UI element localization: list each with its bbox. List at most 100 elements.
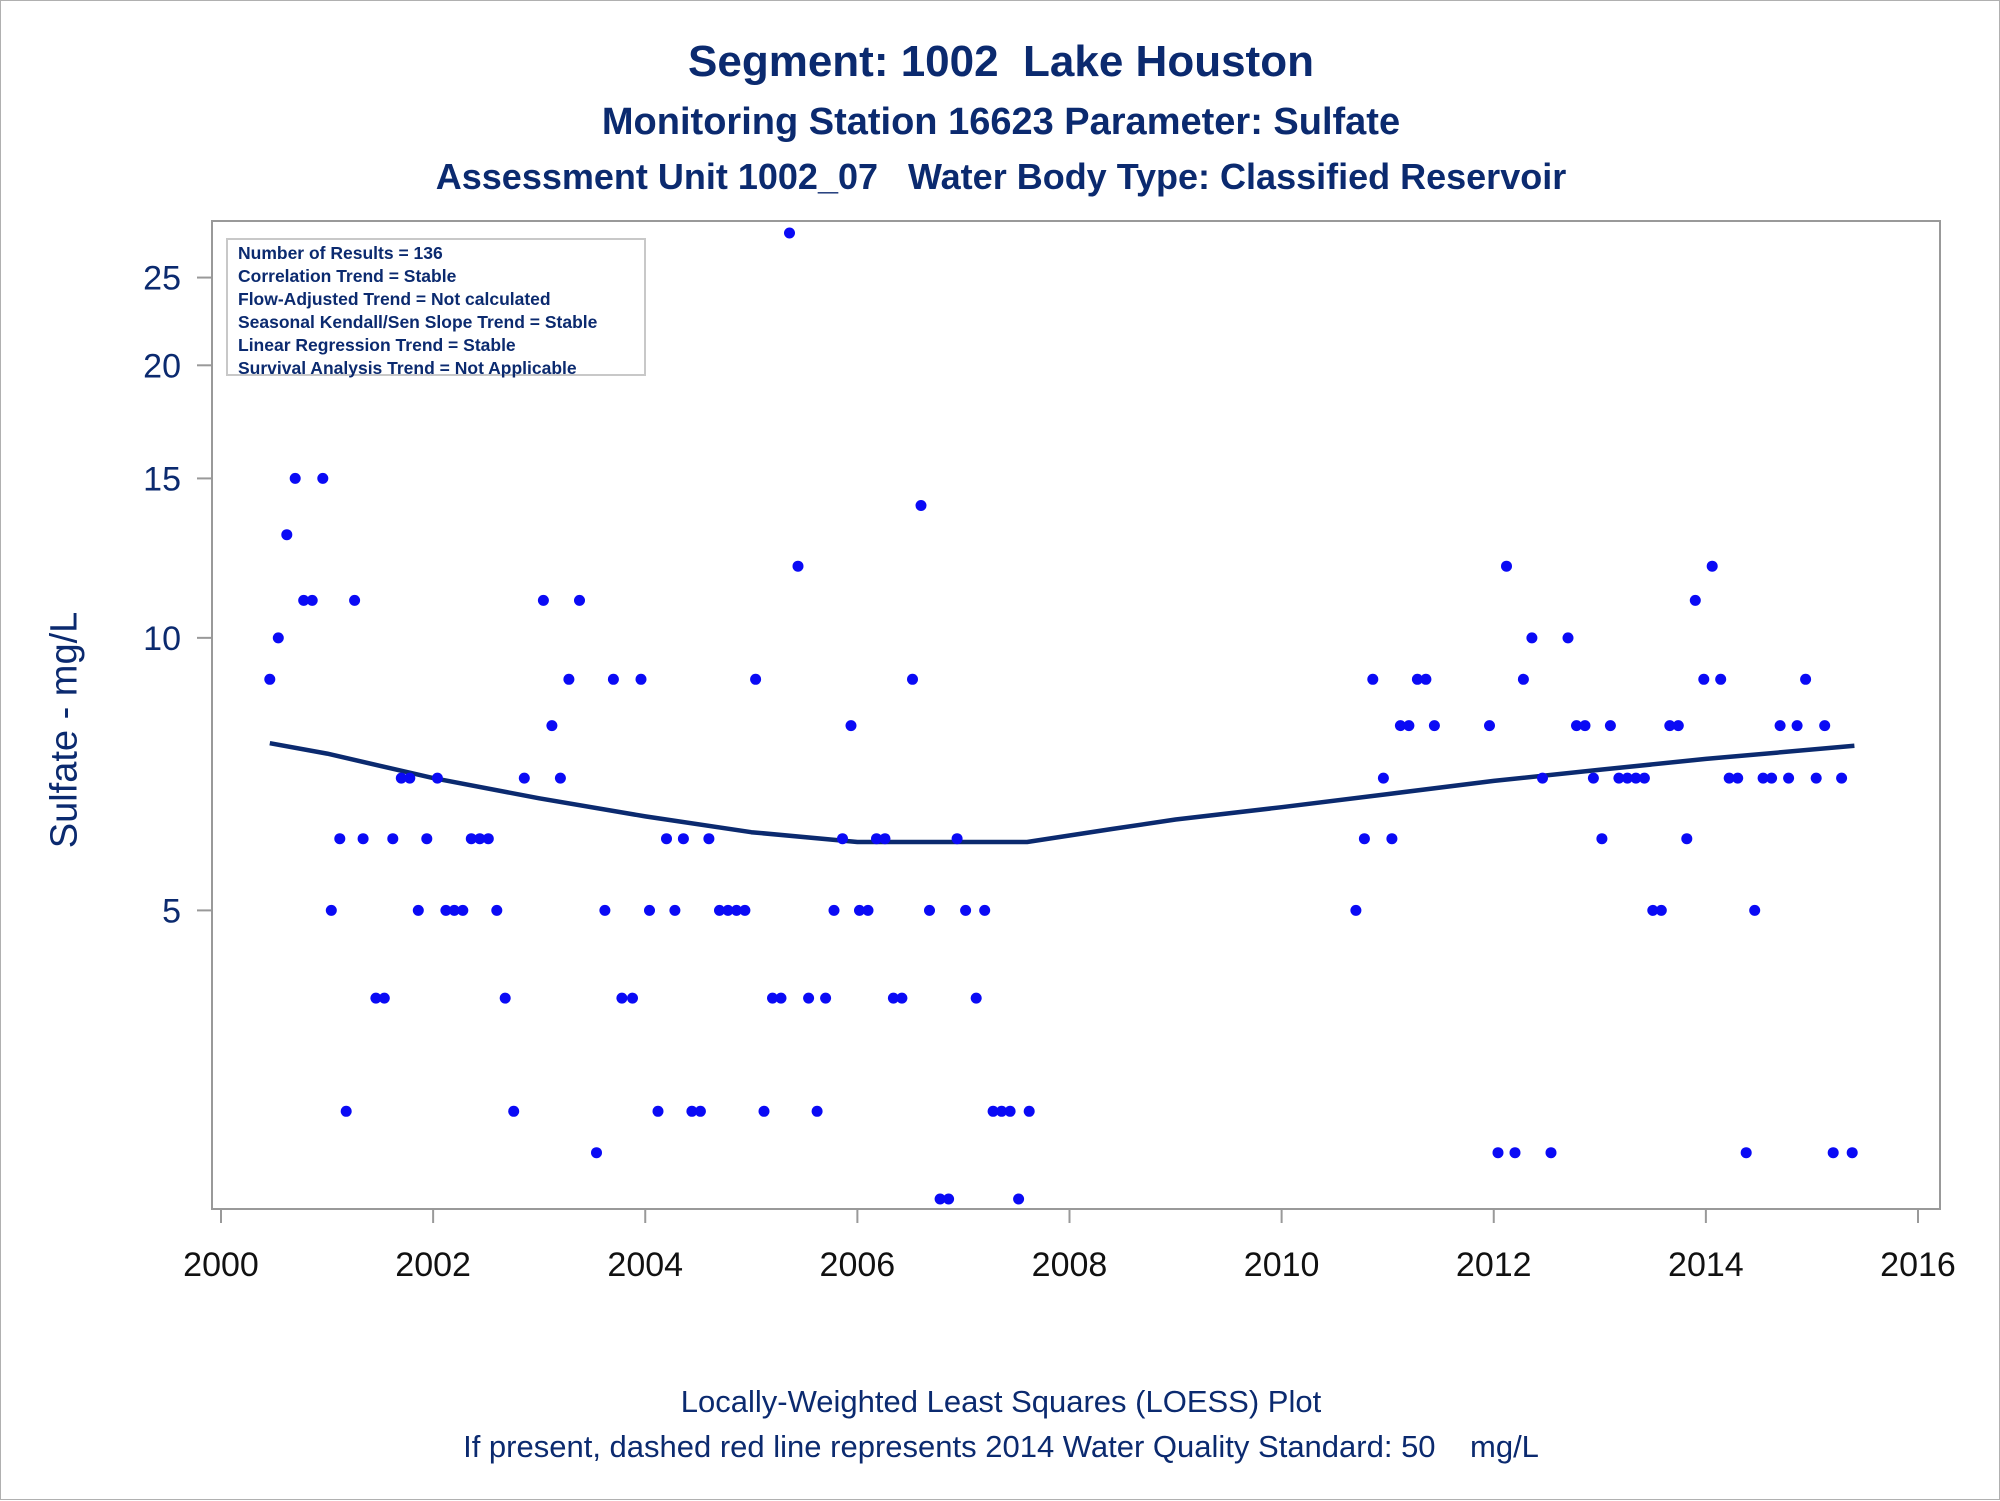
data-point	[915, 500, 927, 511]
y-tick-label: 15	[143, 460, 181, 498]
x-tick-label: 2012	[1456, 1246, 1532, 1284]
data-point	[820, 992, 832, 1004]
stats-line: Number of Results = 136	[238, 243, 443, 263]
data-point	[465, 833, 477, 845]
x-axis: 2000 2002 2004 2006 2008 2010 2012 2014 2016	[183, 1208, 1956, 1284]
data-point	[1509, 1147, 1521, 1159]
data-point	[1740, 1147, 1752, 1159]
data-point	[845, 720, 857, 732]
data-point	[934, 1193, 946, 1205]
data-point	[1706, 560, 1718, 572]
data-point	[574, 594, 585, 606]
x-tick-label: 2004	[607, 1246, 683, 1284]
data-point	[1350, 904, 1362, 916]
stats-line: Seasonal Kendall/Sen Slope Trend = Stabl…	[238, 312, 598, 332]
data-point	[1517, 673, 1529, 685]
data-point	[448, 904, 460, 916]
data-point	[1484, 720, 1495, 732]
data-point	[395, 772, 407, 784]
data-point	[599, 904, 611, 916]
data-point	[677, 833, 689, 845]
data-point	[750, 673, 762, 685]
data-point	[1545, 1147, 1557, 1159]
data-point	[546, 720, 558, 732]
stats-line: Survival Analysis Trend = Not Applicable	[238, 358, 577, 378]
y-tick-label: 25	[143, 260, 181, 298]
data-point	[616, 992, 628, 1004]
data-point	[887, 992, 899, 1004]
data-point	[1403, 720, 1415, 732]
data-point	[1428, 720, 1440, 732]
data-point	[907, 673, 918, 685]
data-point	[1613, 772, 1625, 784]
data-point	[1358, 833, 1370, 845]
data-point	[775, 992, 787, 1004]
data-point	[951, 833, 963, 845]
stats-line: Correlation Trend = Stable	[238, 266, 457, 286]
data-point	[482, 833, 494, 845]
data-point	[1004, 1105, 1016, 1117]
data-point	[837, 833, 848, 845]
data-point	[1630, 772, 1642, 784]
chart-title: Segment: 1002 Lake Houston	[688, 37, 1314, 86]
data-point	[1420, 673, 1432, 685]
x-tick-label: 2010	[1244, 1246, 1320, 1284]
data-point	[792, 560, 804, 572]
data-point	[334, 833, 346, 845]
data-point	[758, 1105, 770, 1117]
data-point	[669, 904, 681, 916]
data-point	[1411, 673, 1423, 685]
y-tick-label: 20	[143, 347, 181, 385]
data-point	[306, 594, 318, 606]
data-point	[1723, 772, 1735, 784]
data-point	[731, 904, 742, 916]
data-point	[1749, 904, 1761, 916]
data-point	[635, 673, 647, 685]
data-point	[1596, 833, 1608, 845]
data-point	[1377, 772, 1389, 784]
data-point	[474, 833, 486, 845]
data-point	[1846, 1147, 1858, 1159]
data-point	[811, 1105, 823, 1117]
data-point	[1681, 833, 1693, 845]
data-point	[1647, 904, 1659, 916]
data-point	[412, 904, 424, 916]
y-tick-label: 5	[162, 892, 181, 930]
data-point	[349, 594, 361, 606]
data-point	[703, 833, 715, 845]
stats-line: Linear Regression Trend = Stable	[238, 335, 516, 355]
data-point	[281, 529, 293, 541]
x-tick-label: 2006	[820, 1246, 896, 1284]
data-point	[431, 772, 443, 784]
data-point	[828, 904, 840, 916]
data-point	[871, 833, 882, 845]
data-point	[694, 1105, 706, 1117]
stats-line: Flow-Adjusted Trend = Not calculated	[238, 289, 551, 309]
data-point	[1757, 772, 1769, 784]
data-point	[1774, 720, 1786, 732]
data-point	[862, 904, 874, 916]
data-point	[554, 772, 566, 784]
data-point	[499, 992, 511, 1004]
y-axis: 5 10 15 20 25	[143, 260, 212, 930]
data-point	[1621, 772, 1633, 784]
data-point	[686, 1105, 698, 1117]
data-point	[1394, 720, 1406, 732]
data-point	[1698, 673, 1710, 685]
data-point	[627, 992, 638, 1004]
data-point	[1800, 673, 1812, 685]
data-point	[1732, 772, 1744, 784]
data-point	[1810, 772, 1822, 784]
data-point	[421, 833, 433, 845]
data-point	[1526, 632, 1538, 644]
data-point	[563, 673, 575, 685]
data-point	[298, 594, 310, 606]
data-point	[325, 904, 337, 916]
data-point	[1587, 772, 1599, 784]
data-point	[387, 833, 399, 845]
data-point	[518, 772, 530, 784]
data-point	[1655, 904, 1667, 916]
data-point	[996, 1105, 1008, 1117]
x-tick-label: 2000	[183, 1246, 259, 1284]
